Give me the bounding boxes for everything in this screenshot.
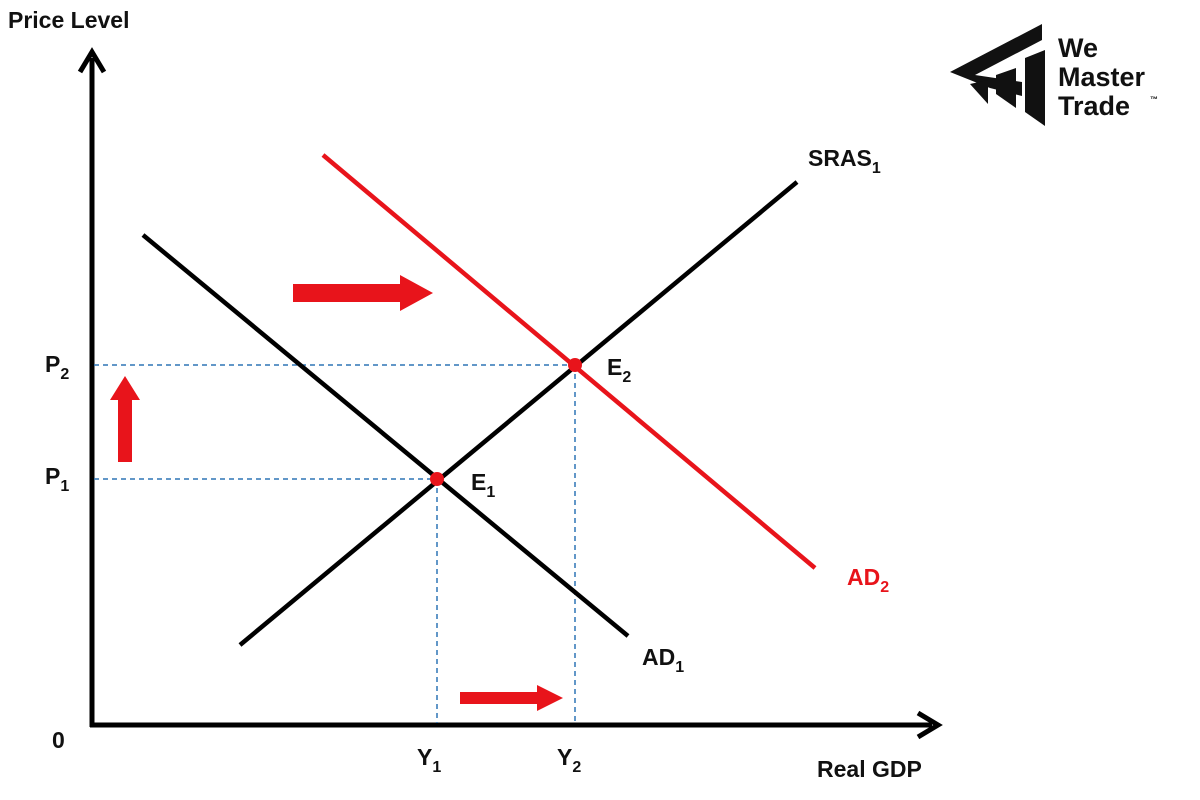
shift-arrow	[293, 275, 433, 311]
price-label-main: P	[45, 351, 60, 377]
point-label-main: E	[471, 469, 486, 495]
curve-label-sub: 1	[872, 160, 881, 177]
logo-text: Master	[1058, 62, 1146, 92]
shift-arrow	[110, 376, 140, 462]
logo-trademark: ™	[1150, 95, 1158, 104]
output-label-sub: 1	[432, 759, 441, 776]
logo-mark	[970, 80, 988, 104]
point-label-main: E	[607, 354, 622, 380]
y-axis-arrow	[77, 47, 107, 74]
output-label: Y2	[557, 744, 581, 776]
equilibrium-point	[568, 358, 582, 372]
output-label-main: Y	[557, 744, 572, 770]
axes	[77, 47, 943, 740]
origin-label: 0	[52, 727, 65, 753]
output-label-sub: 2	[572, 759, 581, 776]
logo-mark	[1025, 50, 1045, 126]
price-label-sub: 1	[60, 478, 69, 495]
logo-text: We	[1058, 33, 1098, 63]
equilibrium-point	[430, 472, 444, 486]
curve-label-sub: 2	[880, 579, 889, 596]
curve-label-main: AD	[642, 644, 675, 670]
curve-label: AD2	[847, 564, 889, 596]
output-label-main: Y	[417, 744, 432, 770]
x-axis-arrow	[916, 710, 943, 740]
output-label: Y1	[417, 744, 441, 776]
logo: We Master Trade ™	[950, 24, 1158, 126]
price-label: P2	[45, 351, 69, 383]
shift-arrow	[460, 685, 563, 711]
curve-label-main: AD	[847, 564, 880, 590]
logo-mark	[996, 68, 1016, 108]
guides	[94, 364, 576, 723]
curve-label: AD1	[642, 644, 684, 676]
curve-label-main: SRAS	[808, 145, 872, 171]
curve-label: SRAS1	[808, 145, 881, 177]
logo-mark	[950, 24, 1042, 96]
curve-label-sub: 1	[675, 659, 684, 676]
price-label-main: P	[45, 463, 60, 489]
y-axis-label: Price Level	[8, 7, 129, 33]
point-label-sub: 1	[486, 484, 495, 501]
ad1-curve	[141, 233, 630, 638]
point-label: E2	[607, 354, 631, 386]
x-axis-label: Real GDP	[817, 756, 922, 782]
point-label-sub: 2	[622, 369, 631, 386]
price-label: P1	[45, 463, 69, 495]
logo-text: Trade	[1058, 91, 1130, 121]
sras-curve	[238, 180, 799, 647]
point-label: E1	[471, 469, 495, 501]
price-label-sub: 2	[60, 366, 69, 383]
